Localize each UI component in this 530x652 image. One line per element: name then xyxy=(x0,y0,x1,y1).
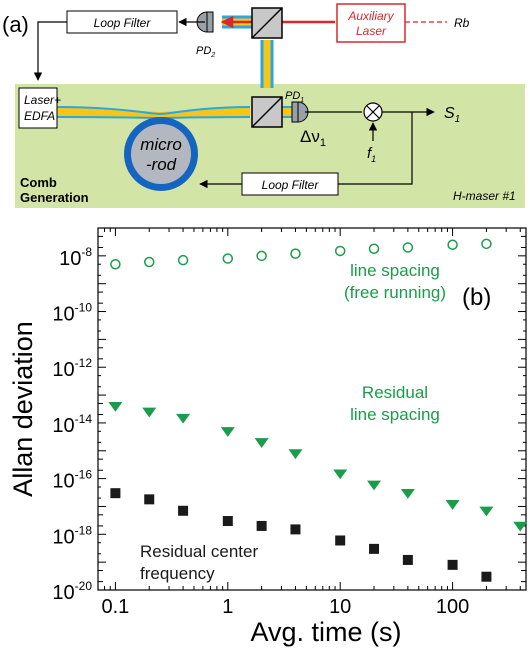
svg-text:Auxiliary: Auxiliary xyxy=(347,9,394,23)
residual-line-spacing-point xyxy=(479,506,494,517)
laser-edfa-box: Laser+ EDFA xyxy=(18,87,61,129)
residual-center-frequency-point xyxy=(222,516,233,527)
free-running-point xyxy=(447,239,458,251)
free-running-point xyxy=(481,238,492,250)
residual-center-frequency-point xyxy=(402,554,413,565)
free-running-point xyxy=(256,250,267,262)
y-tick-label: 10-10 xyxy=(52,301,92,326)
series-label: frequency xyxy=(140,564,215,583)
microrod: micro -rod xyxy=(124,117,198,191)
free-running-point xyxy=(368,243,380,254)
series-label: Residual center xyxy=(140,542,258,561)
x-tick-label: 0.1 xyxy=(102,596,130,618)
svg-text:EDFA: EDFA xyxy=(24,109,55,123)
free-running-point xyxy=(222,253,234,264)
series-label: line spacing xyxy=(350,405,440,424)
residual-line-spacing-point xyxy=(333,469,348,480)
data-marks xyxy=(108,238,528,582)
svg-text:Loop Filter: Loop Filter xyxy=(94,16,152,30)
residual-center-frequency-point xyxy=(256,520,267,531)
free-running-point xyxy=(290,248,301,259)
residual-line-spacing-point xyxy=(254,438,269,448)
beam-splitter-top xyxy=(251,7,283,39)
y-tick-label: 10-8 xyxy=(59,245,92,270)
delta-nu-label: Δν1 xyxy=(300,127,326,149)
mixer-icon xyxy=(363,102,383,122)
plot-frame xyxy=(97,227,527,591)
svg-text:-rod: -rod xyxy=(146,155,177,174)
panel-a: (a) xyxy=(2,3,525,208)
residual-center-frequency-point xyxy=(335,535,346,546)
residual-line-spacing-point xyxy=(176,413,191,424)
residual-center-frequency-point xyxy=(290,524,301,535)
pd1-label: PD1 xyxy=(285,90,304,104)
svg-text:Laser: Laser xyxy=(356,24,387,38)
svg-text:Laser+: Laser+ xyxy=(24,93,61,107)
residual-center-frequency-point xyxy=(447,559,458,570)
panel-a-label: (a) xyxy=(2,12,29,37)
series-label: Residual xyxy=(362,383,428,402)
pd2-label: PD2 xyxy=(196,45,215,59)
panel-b: 10-8 10-10 10-12 10-14 10-16 10-18 10-20 0.1 1 1… xyxy=(8,227,528,647)
y-tick-labels: 10-8 10-10 10-12 10-14 10-16 10-18 10-20 xyxy=(52,245,92,604)
free-running-point xyxy=(402,242,414,253)
y-tick-label: 10-20 xyxy=(52,579,92,604)
residual-line-spacing-point xyxy=(288,449,303,460)
x-tick-label: 1 xyxy=(222,596,233,618)
residual-line-spacing-point xyxy=(513,521,528,532)
hmaser-label: H-maser #1 xyxy=(453,189,516,203)
residual-center-frequency-point xyxy=(369,543,380,554)
y-tick-label: 10-12 xyxy=(52,356,92,381)
tick-marks xyxy=(97,227,526,591)
loop-filter-top: Loop Filter xyxy=(66,10,178,34)
series-labels: line spacing (free running) Residual line s… xyxy=(140,261,446,583)
residual-center-frequency-point xyxy=(481,571,492,582)
y-tick-label: 10-18 xyxy=(52,523,92,548)
y-tick-label: 10-14 xyxy=(52,412,92,437)
free-running-point xyxy=(334,245,346,257)
y-tick-label: 10-16 xyxy=(52,468,92,493)
free-running-point xyxy=(177,254,189,266)
photodiode-pd1 xyxy=(291,101,309,123)
residual-center-frequency-point xyxy=(178,505,189,516)
rb-label: Rb xyxy=(454,16,470,30)
svg-text:micro: micro xyxy=(140,135,182,154)
free-running-point xyxy=(110,258,121,270)
comb-generation-label-1: Comb xyxy=(20,175,57,190)
comb-generation-label-2: Generation xyxy=(20,190,89,205)
panel-b-label: (b) xyxy=(462,284,491,311)
series-label: line spacing xyxy=(350,261,440,280)
series-label: (free running) xyxy=(344,283,446,302)
svg-text:Loop Filter: Loop Filter xyxy=(262,178,320,192)
residual-center-frequency-point xyxy=(144,494,155,505)
x-tick-label: 100 xyxy=(436,596,469,618)
y-axis-label: Allan deviation xyxy=(8,321,38,497)
residual-line-spacing-point xyxy=(445,500,460,510)
f1-label: f1 xyxy=(367,145,376,164)
loop-filter-bottom: Loop Filter xyxy=(241,172,339,196)
beam-splitter-bottom xyxy=(251,96,283,128)
residual-line-spacing-point xyxy=(220,427,235,437)
residual-line-spacing-point xyxy=(400,488,415,499)
free-running-point xyxy=(143,256,155,268)
x-tick-labels: 0.1 1 10 100 xyxy=(102,596,470,618)
residual-center-frequency-point xyxy=(110,488,121,499)
residual-line-spacing-point xyxy=(367,480,382,491)
residual-line-spacing-point xyxy=(142,407,157,418)
x-tick-label: 10 xyxy=(329,596,351,618)
auxiliary-laser: Auxiliary Laser xyxy=(336,3,406,43)
residual-line-spacing-point xyxy=(108,401,123,412)
s1-label: S1 xyxy=(444,105,460,125)
x-axis-label: Avg. time (s) xyxy=(250,617,401,647)
